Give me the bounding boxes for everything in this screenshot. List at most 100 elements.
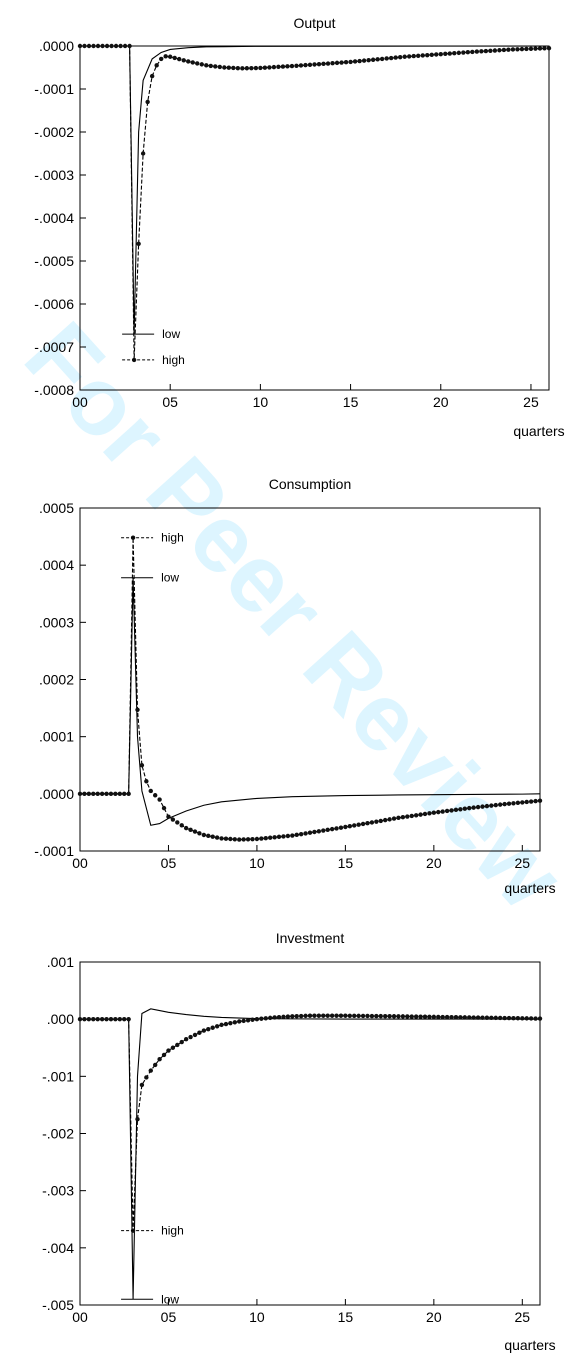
series-high-point	[122, 791, 127, 797]
series-high-point	[158, 56, 164, 62]
y-tick-label: -.0008	[34, 382, 74, 398]
y-tick-label: .000	[47, 1011, 74, 1027]
series-high-point	[237, 837, 242, 842]
series-high-point	[396, 815, 401, 821]
x-tick-label: 25	[515, 1309, 531, 1325]
series-high-point	[338, 1013, 344, 1018]
series-high-point	[484, 803, 490, 809]
series-high-point	[378, 1013, 383, 1019]
series-high-point	[206, 1026, 211, 1032]
series-high-point	[195, 61, 200, 66]
series-high-point	[181, 58, 186, 63]
y-tick-label: .0000	[39, 786, 74, 802]
chart-title: Consumption	[269, 476, 352, 492]
series-high-point	[515, 800, 521, 806]
series-high-point	[396, 1014, 401, 1019]
series-high-point	[197, 831, 202, 836]
x-tick-label: 15	[338, 1309, 354, 1325]
series-high-point	[183, 825, 189, 831]
chart-title: Output	[293, 15, 335, 31]
series-high-point	[166, 1048, 171, 1053]
series-high-point	[95, 43, 101, 49]
series-high-point	[453, 807, 459, 813]
series-high-point	[113, 1016, 118, 1022]
series-high-point	[285, 1014, 291, 1019]
y-tick-label: -.001	[42, 1068, 74, 1084]
series-high-line	[80, 1015, 541, 1231]
series-high-point	[418, 1014, 423, 1019]
series-high-point	[280, 64, 286, 69]
series-high-point	[108, 1016, 114, 1022]
series-high-point	[479, 49, 484, 54]
series-high-point	[431, 1014, 437, 1020]
x-tick-label: 00	[72, 1309, 88, 1325]
annotation-low: low	[162, 327, 180, 341]
series-high-point	[136, 241, 141, 246]
y-tick-label: .0001	[39, 729, 74, 745]
series-high-point	[493, 1015, 498, 1021]
series-high-point	[339, 60, 344, 65]
series-high-point	[533, 1016, 538, 1021]
series-high-point	[475, 1015, 481, 1020]
series-high-point	[179, 1039, 184, 1045]
series-high-point	[245, 837, 251, 842]
series-high-point	[267, 65, 272, 70]
series-high-point	[245, 1018, 251, 1023]
series-high-point	[161, 805, 167, 811]
y-tick-label: -.0006	[34, 296, 74, 312]
series-high-point	[118, 43, 123, 49]
y-tick-label: -.0002	[34, 124, 74, 140]
series-high-point	[347, 1013, 353, 1018]
series-high-point	[206, 833, 211, 839]
series-high-point	[154, 63, 159, 68]
charts-layer: Output .0000 -.0001 -.0002 -.0003 -.0004 -.000…	[34, 15, 564, 1353]
series-high-point	[95, 791, 100, 797]
series-high-point	[208, 63, 213, 69]
series-high-point	[99, 791, 105, 797]
annotation-low: low	[161, 571, 179, 585]
series-high-point	[281, 1014, 286, 1020]
series-high-point	[449, 1014, 454, 1020]
x-tick-label: 25	[515, 855, 531, 871]
series-high-point	[192, 829, 198, 834]
series-high-point	[170, 817, 176, 822]
series-high-point	[528, 1016, 534, 1021]
series-high-point	[172, 55, 177, 61]
y-tick-label: -.004	[42, 1240, 74, 1256]
series-high-point	[438, 51, 443, 57]
series-high-point	[135, 707, 140, 712]
series-high-point	[316, 1013, 322, 1018]
series-high-point	[276, 834, 282, 840]
series-high-point	[375, 57, 380, 62]
series-high-point	[303, 62, 308, 68]
series-high-point	[231, 65, 236, 71]
series-high-point	[298, 831, 304, 837]
series-high-point	[192, 1032, 198, 1038]
series-high-point	[506, 1015, 512, 1021]
series-high-point	[347, 824, 353, 829]
series-high-point	[493, 802, 498, 808]
series-high-point	[405, 814, 410, 819]
series-high-point	[241, 837, 246, 842]
y-tick-label: -.0003	[34, 167, 74, 183]
series-high-point	[511, 1015, 516, 1021]
series-high-point	[303, 1013, 308, 1019]
series-high-point	[213, 64, 218, 69]
series-high-point	[219, 1022, 224, 1028]
series-high-point	[157, 797, 162, 802]
series-high-point	[167, 54, 173, 59]
series-high-point	[254, 1016, 260, 1022]
series-high-point	[157, 1056, 162, 1062]
series-high-point	[109, 43, 114, 49]
series-high-point	[422, 1014, 428, 1019]
y-tick-label: -.0001	[34, 81, 74, 97]
annotation-high: high	[161, 1224, 184, 1238]
series-high-point	[483, 48, 489, 54]
series-high-point	[352, 1013, 357, 1019]
series-high-point	[222, 65, 227, 70]
series-high-point	[405, 1014, 410, 1019]
series-high-point	[365, 820, 370, 826]
series-high-point	[440, 809, 445, 814]
series-high-point	[267, 1015, 273, 1021]
series-high-point	[502, 801, 507, 807]
